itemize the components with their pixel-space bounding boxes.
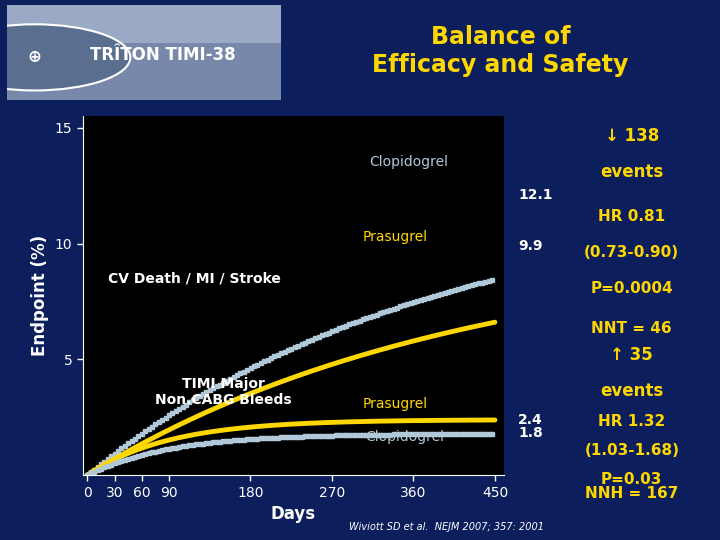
Y-axis label: Endpoint (%): Endpoint (%) [31,235,49,356]
Text: Clopidogrel: Clopidogrel [365,430,444,444]
Text: HR 1.32: HR 1.32 [598,414,665,429]
Text: 2.4: 2.4 [518,413,543,427]
Text: Prasugrel: Prasugrel [363,230,428,244]
Text: events: events [600,382,663,400]
Text: HR 0.81: HR 0.81 [598,210,665,225]
Text: CV Death / MI / Stroke: CV Death / MI / Stroke [108,271,281,285]
Text: 1.8: 1.8 [518,427,543,441]
Text: NNT = 46: NNT = 46 [592,321,672,336]
Text: TRÎTON TIMI-38: TRÎTON TIMI-38 [90,45,236,64]
Text: Balance of
Efficacy and Safety: Balance of Efficacy and Safety [372,25,629,77]
Text: 12.1: 12.1 [518,188,552,202]
Text: Clopidogrel: Clopidogrel [369,156,449,170]
Text: ⊕: ⊕ [27,49,42,66]
Text: 9.9: 9.9 [518,239,543,253]
Text: NNH = 167: NNH = 167 [585,486,678,501]
Text: TIMI Major
Non.CABG Bleeds: TIMI Major Non.CABG Bleeds [155,377,292,407]
Text: ↑ 35: ↑ 35 [611,346,653,364]
Text: P=0.03: P=0.03 [601,471,662,487]
Circle shape [0,24,130,91]
Bar [7,5,281,43]
Text: Wiviott SD et al.  NEJM 2007; 357: 2001: Wiviott SD et al. NEJM 2007; 357: 2001 [349,522,544,532]
Text: P=0.0004: P=0.0004 [590,281,673,296]
Text: Prasugrel: Prasugrel [363,397,428,411]
Text: (1.03-1.68): (1.03-1.68) [585,443,679,458]
Text: events: events [600,163,663,181]
Text: ↓ 138: ↓ 138 [605,127,659,145]
X-axis label: Days: Days [271,505,316,523]
Text: (0.73-0.90): (0.73-0.90) [584,245,680,260]
